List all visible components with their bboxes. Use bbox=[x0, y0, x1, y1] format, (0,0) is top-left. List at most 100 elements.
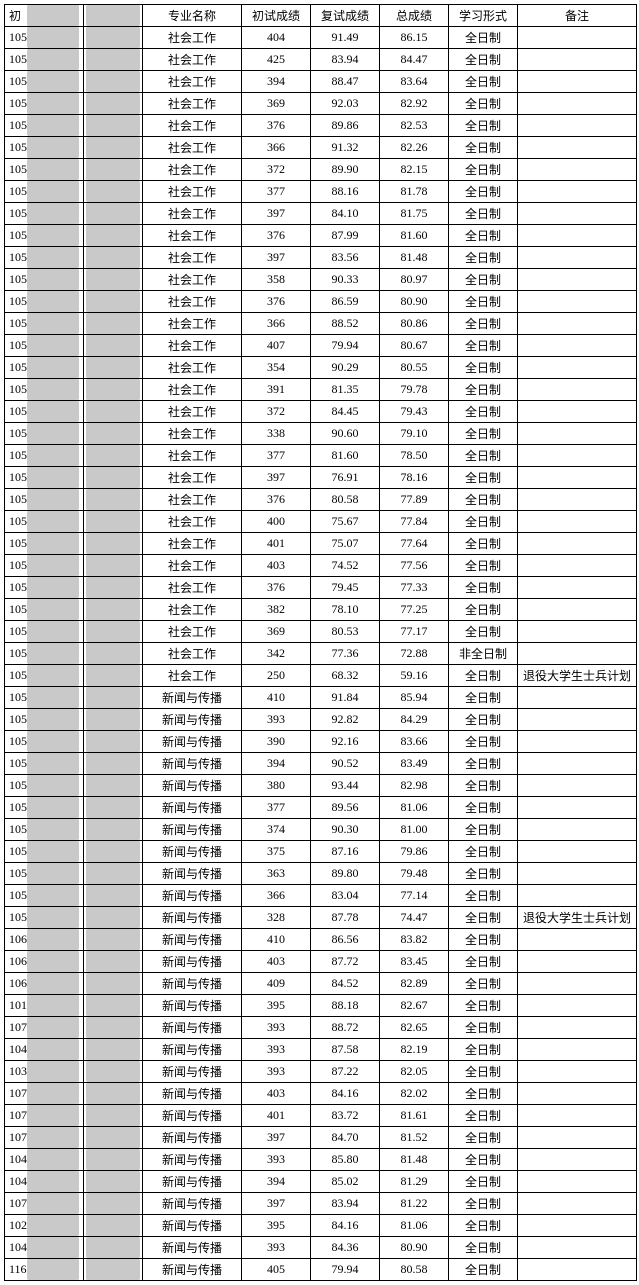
cell-name bbox=[84, 291, 143, 313]
cell-name bbox=[84, 577, 143, 599]
cell-id: 1051 bbox=[5, 445, 84, 467]
cell-mode: 全日制 bbox=[449, 1259, 518, 1281]
cell-remark bbox=[518, 313, 637, 335]
cell-total: 81.00 bbox=[380, 819, 449, 841]
cell-remark bbox=[518, 247, 637, 269]
cell-remark bbox=[518, 885, 637, 907]
cell-total: 81.22 bbox=[380, 1193, 449, 1215]
table-row: 11660新闻与传播40579.9480.58全日制 bbox=[5, 1259, 637, 1281]
cell-prelim: 425 bbox=[242, 49, 311, 71]
cell-prelim: 376 bbox=[242, 577, 311, 599]
cell-name bbox=[84, 1083, 143, 1105]
cell-name bbox=[84, 1259, 143, 1281]
cell-id: 1051 bbox=[5, 709, 84, 731]
cell-remark bbox=[518, 49, 637, 71]
col-header-mode: 学习形式 bbox=[449, 5, 518, 27]
cell-name bbox=[84, 599, 143, 621]
cell-retest: 92.03 bbox=[311, 93, 380, 115]
cell-mode: 全日制 bbox=[449, 511, 518, 533]
table-row: 10519社会工作36980.5377.17全日制 bbox=[5, 621, 637, 643]
cell-id: 105 bbox=[5, 225, 84, 247]
cell-prelim: 401 bbox=[242, 533, 311, 555]
cell-id: 10519 bbox=[5, 621, 84, 643]
cell-retest: 83.72 bbox=[311, 1105, 380, 1127]
cell-mode: 全日制 bbox=[449, 863, 518, 885]
cell-id: 1047 bbox=[5, 1149, 84, 1171]
cell-mode: 全日制 bbox=[449, 313, 518, 335]
cell-retest: 91.49 bbox=[311, 27, 380, 49]
cell-mode: 全日制 bbox=[449, 929, 518, 951]
cell-name bbox=[84, 753, 143, 775]
cell-mode: 非全日制 bbox=[449, 643, 518, 665]
table-row: 10519社会工作40175.0777.64全日制 bbox=[5, 533, 637, 555]
cell-remark bbox=[518, 599, 637, 621]
cell-retest: 91.32 bbox=[311, 137, 380, 159]
cell-mode: 全日制 bbox=[449, 995, 518, 1017]
table-row: 1051新闻与传播39092.1683.66全日制 bbox=[5, 731, 637, 753]
cell-mode: 全日制 bbox=[449, 577, 518, 599]
table-row: 10519社会工作34277.3672.88非全日制 bbox=[5, 643, 637, 665]
cell-retest: 88.72 bbox=[311, 1017, 380, 1039]
cell-prelim: 393 bbox=[242, 1237, 311, 1259]
cell-remark bbox=[518, 203, 637, 225]
cell-total: 80.58 bbox=[380, 1259, 449, 1281]
cell-total: 77.64 bbox=[380, 533, 449, 555]
cell-mode: 全日制 bbox=[449, 731, 518, 753]
cell-id: 1027 bbox=[5, 1215, 84, 1237]
cell-remark bbox=[518, 1171, 637, 1193]
cell-prelim: 403 bbox=[242, 1083, 311, 1105]
cell-retest: 84.70 bbox=[311, 1127, 380, 1149]
cell-remark bbox=[518, 929, 637, 951]
cell-retest: 87.22 bbox=[311, 1061, 380, 1083]
cell-name bbox=[84, 797, 143, 819]
table-row: 105社会工作37788.1681.78全日制 bbox=[5, 181, 637, 203]
cell-remark bbox=[518, 555, 637, 577]
cell-major: 新闻与传播 bbox=[143, 1061, 242, 1083]
cell-total: 77.33 bbox=[380, 577, 449, 599]
cell-name bbox=[84, 973, 143, 995]
cell-total: 77.25 bbox=[380, 599, 449, 621]
cell-remark bbox=[518, 137, 637, 159]
table-row: 105社会工作37289.9082.15全日制 bbox=[5, 159, 637, 181]
cell-retest: 77.36 bbox=[311, 643, 380, 665]
cell-retest: 87.16 bbox=[311, 841, 380, 863]
cell-mode: 全日制 bbox=[449, 555, 518, 577]
cell-retest: 84.16 bbox=[311, 1083, 380, 1105]
cell-prelim: 363 bbox=[242, 863, 311, 885]
cell-major: 新闻与传播 bbox=[143, 1083, 242, 1105]
cell-name bbox=[84, 489, 143, 511]
cell-name bbox=[84, 1017, 143, 1039]
table-row: 1051新闻与传播37490.3081.00全日制 bbox=[5, 819, 637, 841]
cell-mode: 全日制 bbox=[449, 49, 518, 71]
cell-prelim: 366 bbox=[242, 313, 311, 335]
table-row: 105社会工作40491.4986.15全日制 bbox=[5, 27, 637, 49]
cell-prelim: 391 bbox=[242, 379, 311, 401]
cell-remark bbox=[518, 445, 637, 467]
cell-prelim: 397 bbox=[242, 1193, 311, 1215]
table-row: 1051社会工作38278.1077.25全日制 bbox=[5, 599, 637, 621]
cell-retest: 90.30 bbox=[311, 819, 380, 841]
cell-name bbox=[84, 335, 143, 357]
cell-prelim: 403 bbox=[242, 951, 311, 973]
cell-id: 105 bbox=[5, 181, 84, 203]
cell-remark bbox=[518, 335, 637, 357]
cell-mode: 全日制 bbox=[449, 775, 518, 797]
cell-major: 新闻与传播 bbox=[143, 731, 242, 753]
cell-name bbox=[84, 995, 143, 1017]
cell-id: 105 bbox=[5, 203, 84, 225]
cell-id: 11660 bbox=[5, 1259, 84, 1281]
cell-prelim: 338 bbox=[242, 423, 311, 445]
cell-total: 79.43 bbox=[380, 401, 449, 423]
cell-major: 社会工作 bbox=[143, 49, 242, 71]
cell-retest: 90.29 bbox=[311, 357, 380, 379]
cell-major: 社会工作 bbox=[143, 665, 242, 687]
cell-retest: 84.16 bbox=[311, 1215, 380, 1237]
cell-prelim: 401 bbox=[242, 1105, 311, 1127]
cell-remark bbox=[518, 93, 637, 115]
cell-name bbox=[84, 269, 143, 291]
cell-prelim: 380 bbox=[242, 775, 311, 797]
cell-prelim: 376 bbox=[242, 489, 311, 511]
cell-remark bbox=[518, 27, 637, 49]
table-row: 105社会工作36691.3282.26全日制 bbox=[5, 137, 637, 159]
cell-major: 社会工作 bbox=[143, 159, 242, 181]
